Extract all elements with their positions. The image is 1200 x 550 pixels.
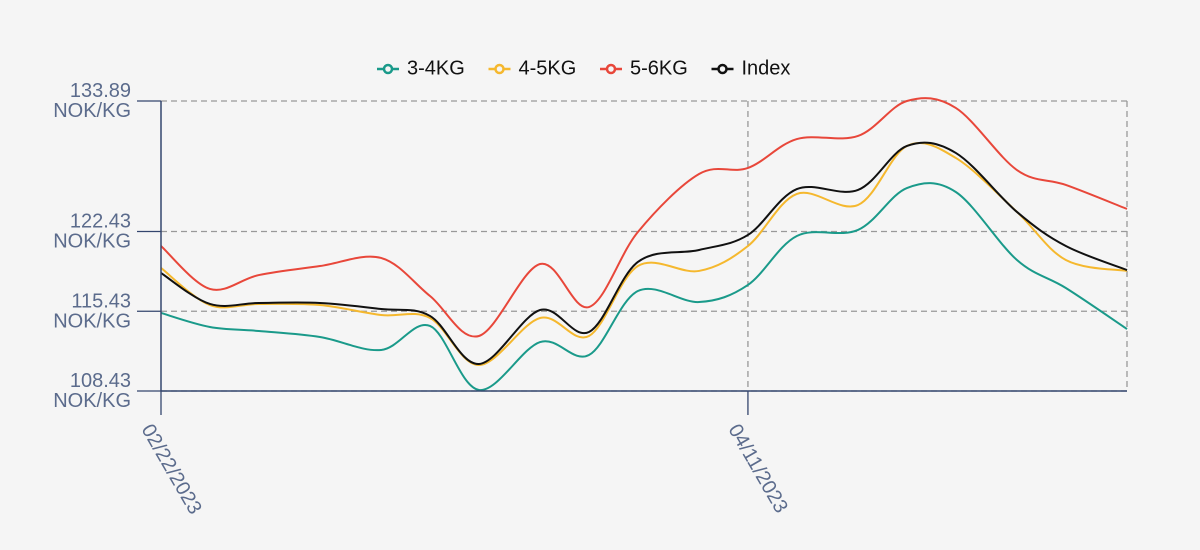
series-line — [160, 141, 1128, 366]
legend-label: 4-5KG — [519, 57, 577, 79]
series-line — [160, 97, 1128, 338]
legend-marker — [717, 63, 728, 75]
y-tick-label: 133.89 NOK/KG — [53, 80, 131, 122]
series-line — [160, 142, 1128, 367]
legend-marker — [605, 63, 617, 75]
lines — [160, 97, 1128, 391]
grid — [161, 100, 1128, 392]
legend-marker — [382, 63, 394, 75]
y-tick-label: 115.43 NOK/KG — [53, 290, 131, 332]
y-tick-label: 122.43 NOK/KG — [53, 211, 131, 253]
legend-label: Index — [742, 57, 791, 79]
x-tick-label: 02/22/2023 — [137, 421, 206, 519]
axes: 108.43 NOK/KG 115.43 NOK/KG 122.43 NOK/KG 133.… — [53, 80, 1127, 518]
y-tick-label: 108.43 NOK/KG — [53, 370, 131, 412]
series-line — [160, 182, 1128, 391]
legend-label: 3-4KG — [407, 57, 465, 79]
legend-label: 5-6KG — [630, 57, 688, 79]
legend: 3-4KG 4-5KG 5-6KG Index — [377, 57, 790, 79]
x-tick-label: 04/11/2023 — [724, 421, 792, 517]
legend-marker — [494, 63, 505, 75]
